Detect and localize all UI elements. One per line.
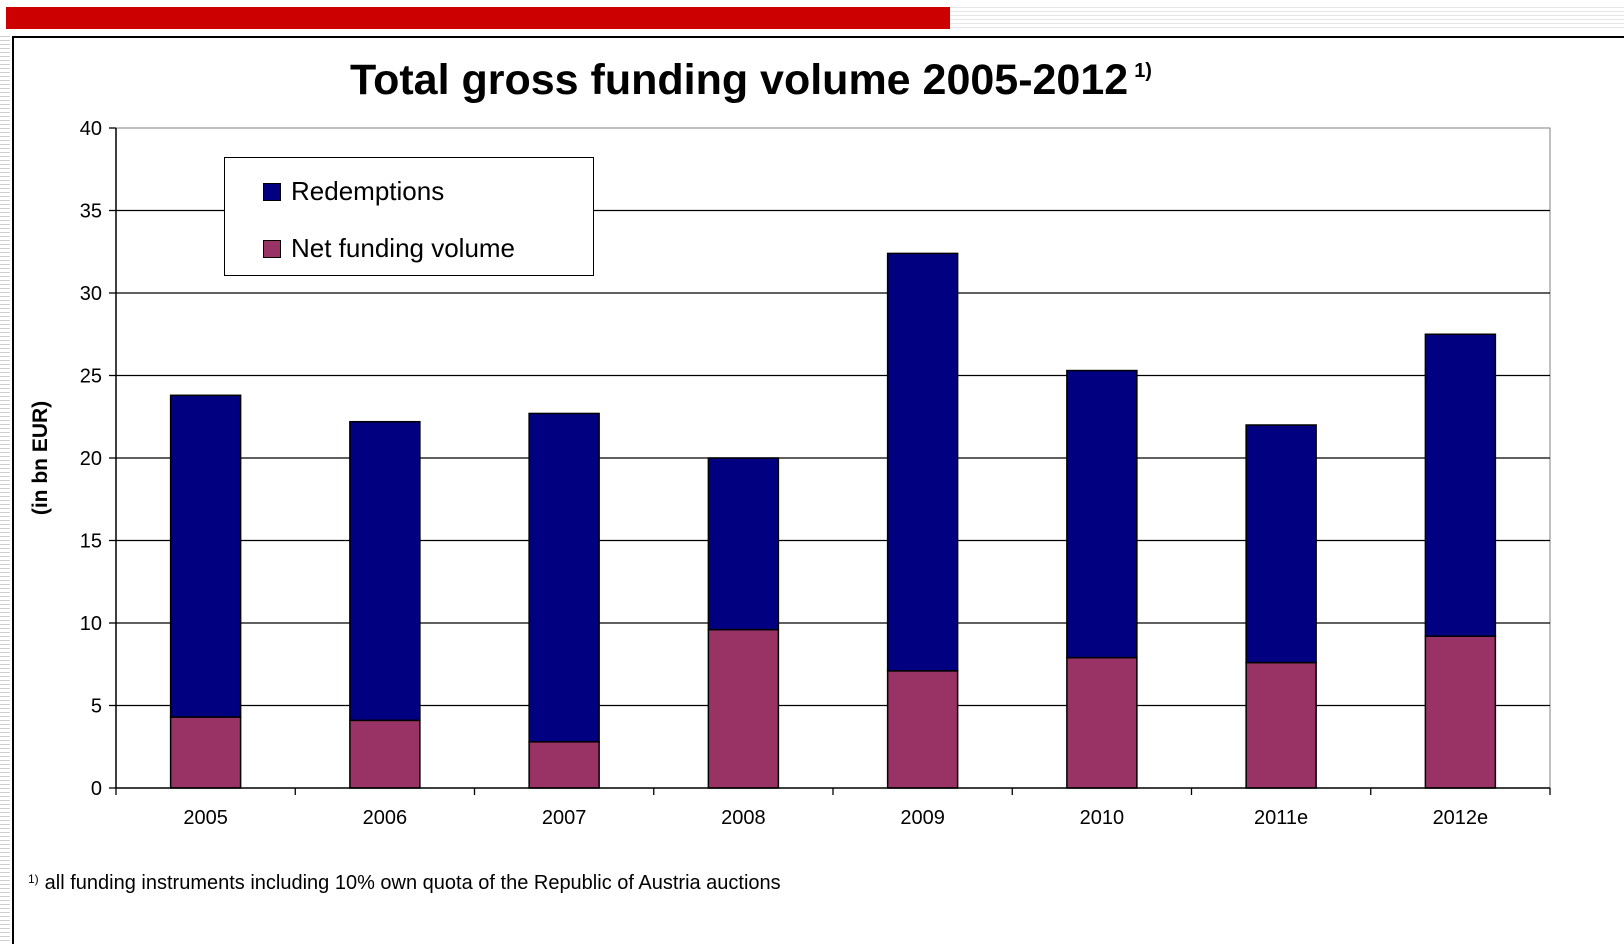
tick-labels: 0 5 10 15 20 25 30 35 40 2005 2006 2007 2008 2009 2010… — [80, 118, 1488, 829]
x-tick-label-2007: 2007 — [542, 807, 587, 829]
legend-label-redemptions: Redemptions — [291, 176, 445, 206]
y-tick-label-15: 15 — [80, 531, 102, 553]
header-red-bar — [6, 7, 950, 29]
bar-2007-net-funding — [528, 741, 600, 789]
x-tick-label-2012e: 2012e — [1433, 807, 1489, 829]
chart-legend: Redemptions Net funding volume — [224, 157, 594, 276]
bar-2009-redemptions — [886, 252, 959, 672]
legend-label-net-funding: Net funding volume — [291, 233, 516, 263]
x-tick-label-2006: 2006 — [363, 807, 408, 829]
header-lined-bar — [950, 7, 1624, 29]
chart-title: Total gross funding volume 2005-2012 1) — [350, 56, 1152, 105]
bar-2009-net-funding — [886, 670, 959, 789]
x-tick-label-2010: 2010 — [1080, 807, 1125, 829]
y-tick-label-30: 30 — [80, 283, 102, 305]
bar-2011e-net-funding — [1245, 661, 1317, 789]
legend-swatch-net-funding — [263, 239, 281, 258]
y-axis-label: (in bn EUR) — [29, 400, 52, 516]
y-tick-label-40: 40 — [80, 118, 102, 140]
y-tick-label-10: 10 — [80, 613, 102, 635]
legend-item-redemptions: Redemptions — [263, 176, 444, 207]
legend-item-net-funding: Net funding volume — [263, 233, 515, 264]
bar-2008-net-funding — [707, 628, 780, 789]
legend-swatch-redemptions — [263, 182, 281, 201]
bar-2008-redemptions — [707, 457, 780, 631]
bar-2011e-redemptions — [1245, 424, 1317, 664]
footnote: 1) all funding instruments including 10% … — [28, 872, 781, 895]
x-tick-label-2008: 2008 — [721, 807, 766, 829]
bar-2006-redemptions — [349, 420, 421, 722]
bar-2012e-net-funding — [1424, 635, 1497, 789]
left-lined-strip — [0, 36, 10, 944]
x-tick-label-2005: 2005 — [183, 807, 228, 829]
y-tick-label-20: 20 — [80, 448, 102, 470]
bar-2010-net-funding — [1066, 656, 1138, 789]
y-tick-label-25: 25 — [80, 366, 102, 388]
chart-title-text: Total gross funding volume 2005-2012 — [350, 56, 1129, 104]
chart-title-footnote-mark: 1) — [1134, 60, 1152, 82]
x-tick-label-2011e: 2011e — [1254, 807, 1308, 829]
x-tick-label-2009: 2009 — [900, 807, 945, 829]
bar-2005-net-funding — [169, 716, 242, 789]
y-tick-label-35: 35 — [80, 201, 102, 223]
bar-2007-redemptions — [528, 412, 600, 743]
bars — [169, 252, 1497, 789]
bar-2005-redemptions — [169, 394, 242, 718]
footnote-mark: 1) — [28, 872, 39, 886]
bar-2010-redemptions — [1066, 369, 1138, 659]
footnote-text: all funding instruments including 10% ow… — [44, 872, 781, 894]
axes — [109, 127, 1551, 795]
bar-2012e-redemptions — [1424, 333, 1497, 637]
y-tick-label-0: 0 — [91, 778, 102, 800]
y-tick-label-5: 5 — [91, 696, 102, 718]
bar-2006-net-funding — [349, 719, 421, 789]
